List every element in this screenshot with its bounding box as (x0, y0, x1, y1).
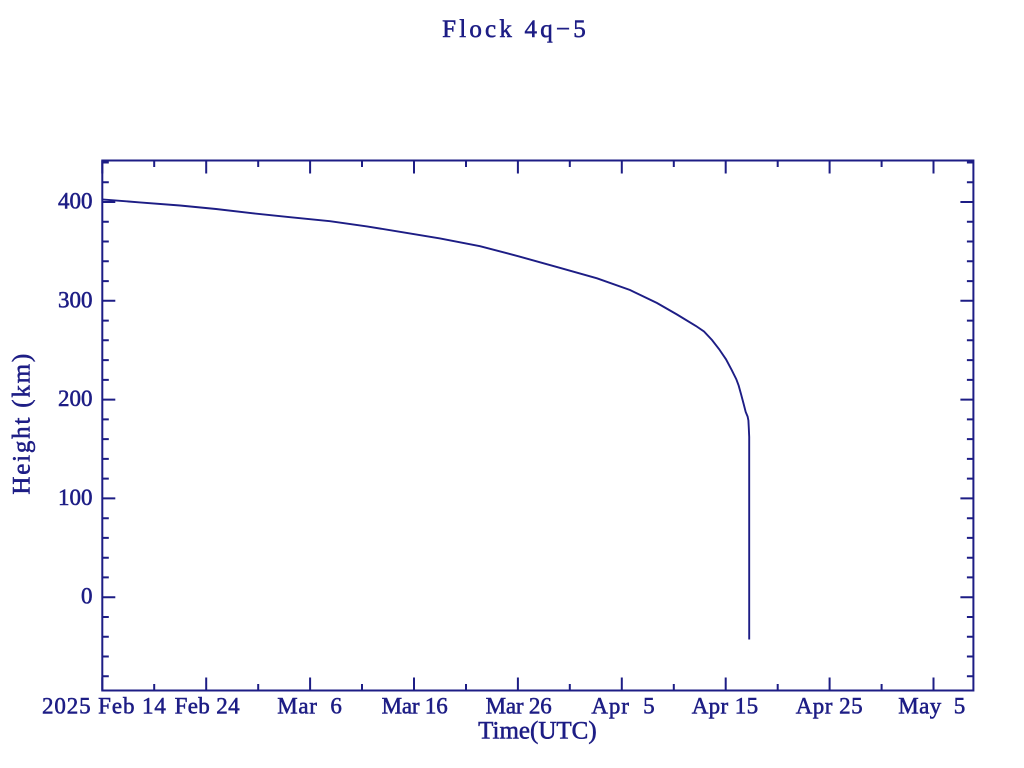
svg-text:Apr 15: Apr 15 (692, 694, 759, 719)
svg-text:Height (km): Height (km) (9, 352, 36, 495)
svg-text:400: 400 (58, 189, 93, 214)
svg-text:Apr 5: Apr 5 (591, 694, 655, 719)
svg-text:Apr 25: Apr 25 (796, 694, 863, 719)
svg-text:100: 100 (58, 485, 93, 510)
svg-text:May 5: May 5 (898, 694, 965, 719)
svg-text:Mar 16: Mar 16 (382, 694, 448, 719)
svg-text:Time(UTC): Time(UTC) (478, 717, 597, 744)
svg-text:2025 Feb 14: 2025 Feb 14 (42, 694, 167, 719)
svg-text:Flock 4q−5: Flock 4q−5 (442, 16, 589, 43)
svg-text:0: 0 (81, 584, 93, 609)
svg-text:200: 200 (58, 386, 93, 411)
svg-text:300: 300 (58, 287, 93, 312)
svg-text:Mar 6: Mar 6 (277, 694, 342, 719)
svg-text:Mar 26: Mar 26 (486, 694, 552, 719)
svg-text:Feb 24: Feb 24 (175, 694, 240, 719)
